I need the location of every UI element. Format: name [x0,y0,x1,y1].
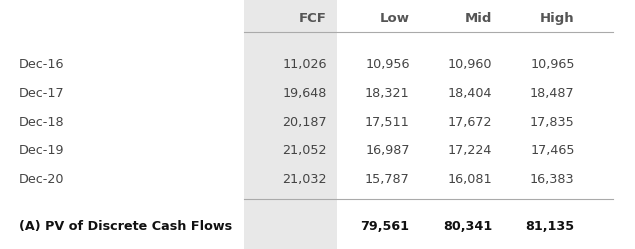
Text: 18,487: 18,487 [530,87,575,100]
Text: 16,383: 16,383 [530,173,575,186]
Text: Dec-17: Dec-17 [19,87,65,100]
Text: (A) PV of Discrete Cash Flows: (A) PV of Discrete Cash Flows [19,220,232,233]
Text: Dec-16: Dec-16 [19,58,65,71]
Text: 21,032: 21,032 [283,173,327,186]
Text: 16,081: 16,081 [448,173,492,186]
Text: 79,561: 79,561 [361,220,410,233]
Text: 17,511: 17,511 [365,116,410,128]
Text: Dec-20: Dec-20 [19,173,65,186]
Text: 20,187: 20,187 [283,116,327,128]
Text: 80,341: 80,341 [443,220,492,233]
Text: 10,965: 10,965 [530,58,575,71]
Text: Low: Low [380,12,410,25]
Text: 10,956: 10,956 [365,58,410,71]
Text: 17,672: 17,672 [448,116,492,128]
Text: 16,987: 16,987 [365,144,410,157]
Text: 11,026: 11,026 [283,58,327,71]
Text: FCF: FCF [299,12,327,25]
Text: 81,135: 81,135 [526,220,575,233]
Text: 15,787: 15,787 [365,173,410,186]
Text: 21,052: 21,052 [283,144,327,157]
Text: 17,835: 17,835 [530,116,575,128]
Text: 17,465: 17,465 [530,144,575,157]
Text: 17,224: 17,224 [448,144,492,157]
Text: 19,648: 19,648 [283,87,327,100]
Text: Dec-19: Dec-19 [19,144,65,157]
Text: 18,404: 18,404 [448,87,492,100]
Text: Mid: Mid [465,12,492,25]
Text: High: High [540,12,575,25]
Text: 18,321: 18,321 [365,87,410,100]
Text: 10,960: 10,960 [448,58,492,71]
Bar [244,0,337,249]
Text: Dec-18: Dec-18 [19,116,65,128]
